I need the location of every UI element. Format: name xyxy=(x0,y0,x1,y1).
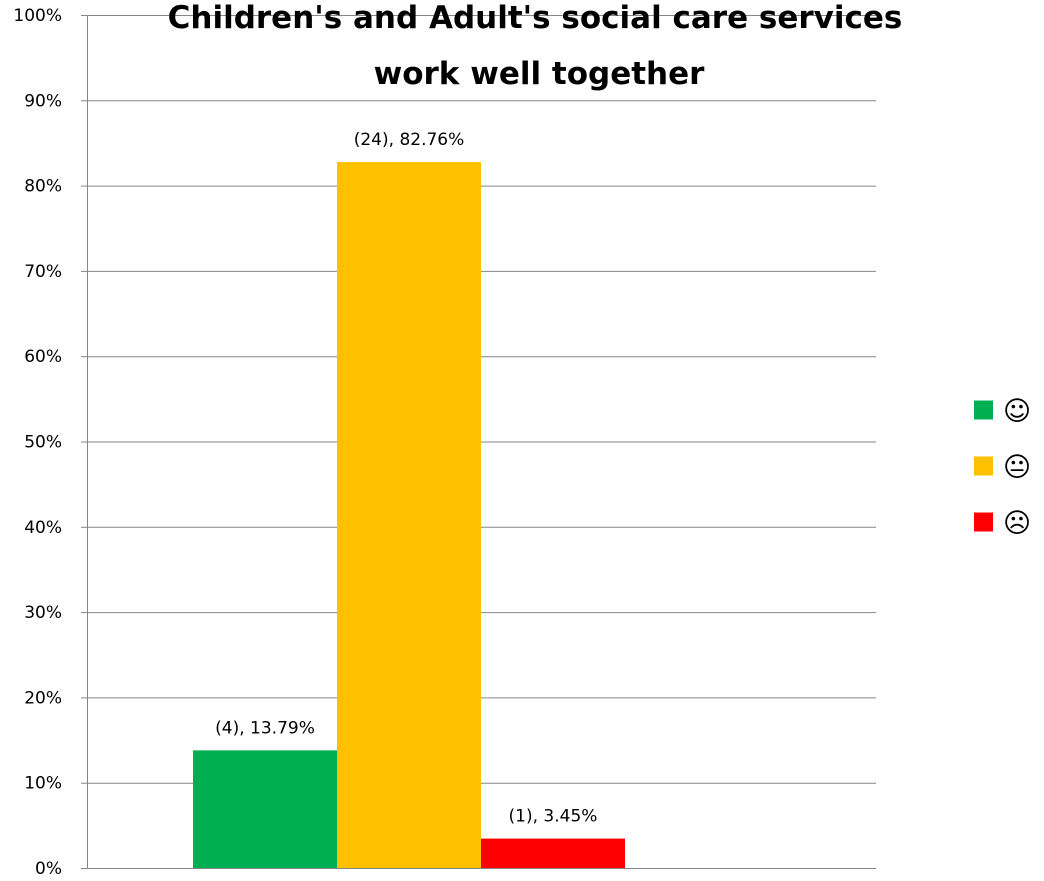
data-label: (1), 3.45% xyxy=(509,807,598,827)
y-tick-label: 90% xyxy=(24,91,62,111)
y-tick-label: 100% xyxy=(13,6,62,26)
legend: ☺ 😐 ☹ xyxy=(974,396,1031,539)
chart-title-line-2: work well together xyxy=(374,56,706,92)
chart-title: Children's and Adult's social care servi… xyxy=(168,0,903,92)
y-tick-label: 10% xyxy=(24,774,62,794)
data-labels: (4), 13.79% (24), 82.76% (1), 3.45% xyxy=(215,130,597,827)
bar xyxy=(481,838,625,868)
data-label: (24), 82.76% xyxy=(354,130,465,150)
y-tick-label: 50% xyxy=(24,433,62,453)
bar xyxy=(337,162,481,869)
y-tick-label: 30% xyxy=(24,603,62,623)
bar xyxy=(193,750,337,868)
y-tick-label: 40% xyxy=(24,518,62,538)
y-tick-label: 20% xyxy=(24,688,62,708)
legend-swatch xyxy=(974,512,993,532)
smiley-happy-icon: ☺ xyxy=(1003,396,1031,427)
chart-title-line-1: Children's and Adult's social care servi… xyxy=(168,0,903,36)
y-tick-label: 70% xyxy=(24,262,62,282)
y-tick-label: 0% xyxy=(35,859,62,879)
y-tick-label: 80% xyxy=(24,177,62,197)
legend-swatch xyxy=(974,400,993,420)
bars xyxy=(193,162,625,869)
data-label: (4), 13.79% xyxy=(215,718,315,738)
legend-swatch xyxy=(974,456,993,476)
smiley-neutral-icon: 😐 xyxy=(1003,452,1031,483)
y-tick-label: 60% xyxy=(24,347,62,367)
smiley-sad-icon: ☹ xyxy=(1003,508,1031,539)
y-axis: 0% 10% 20% 30% 40% 50% 60% 70% 80% 90% 100% xyxy=(13,6,88,879)
